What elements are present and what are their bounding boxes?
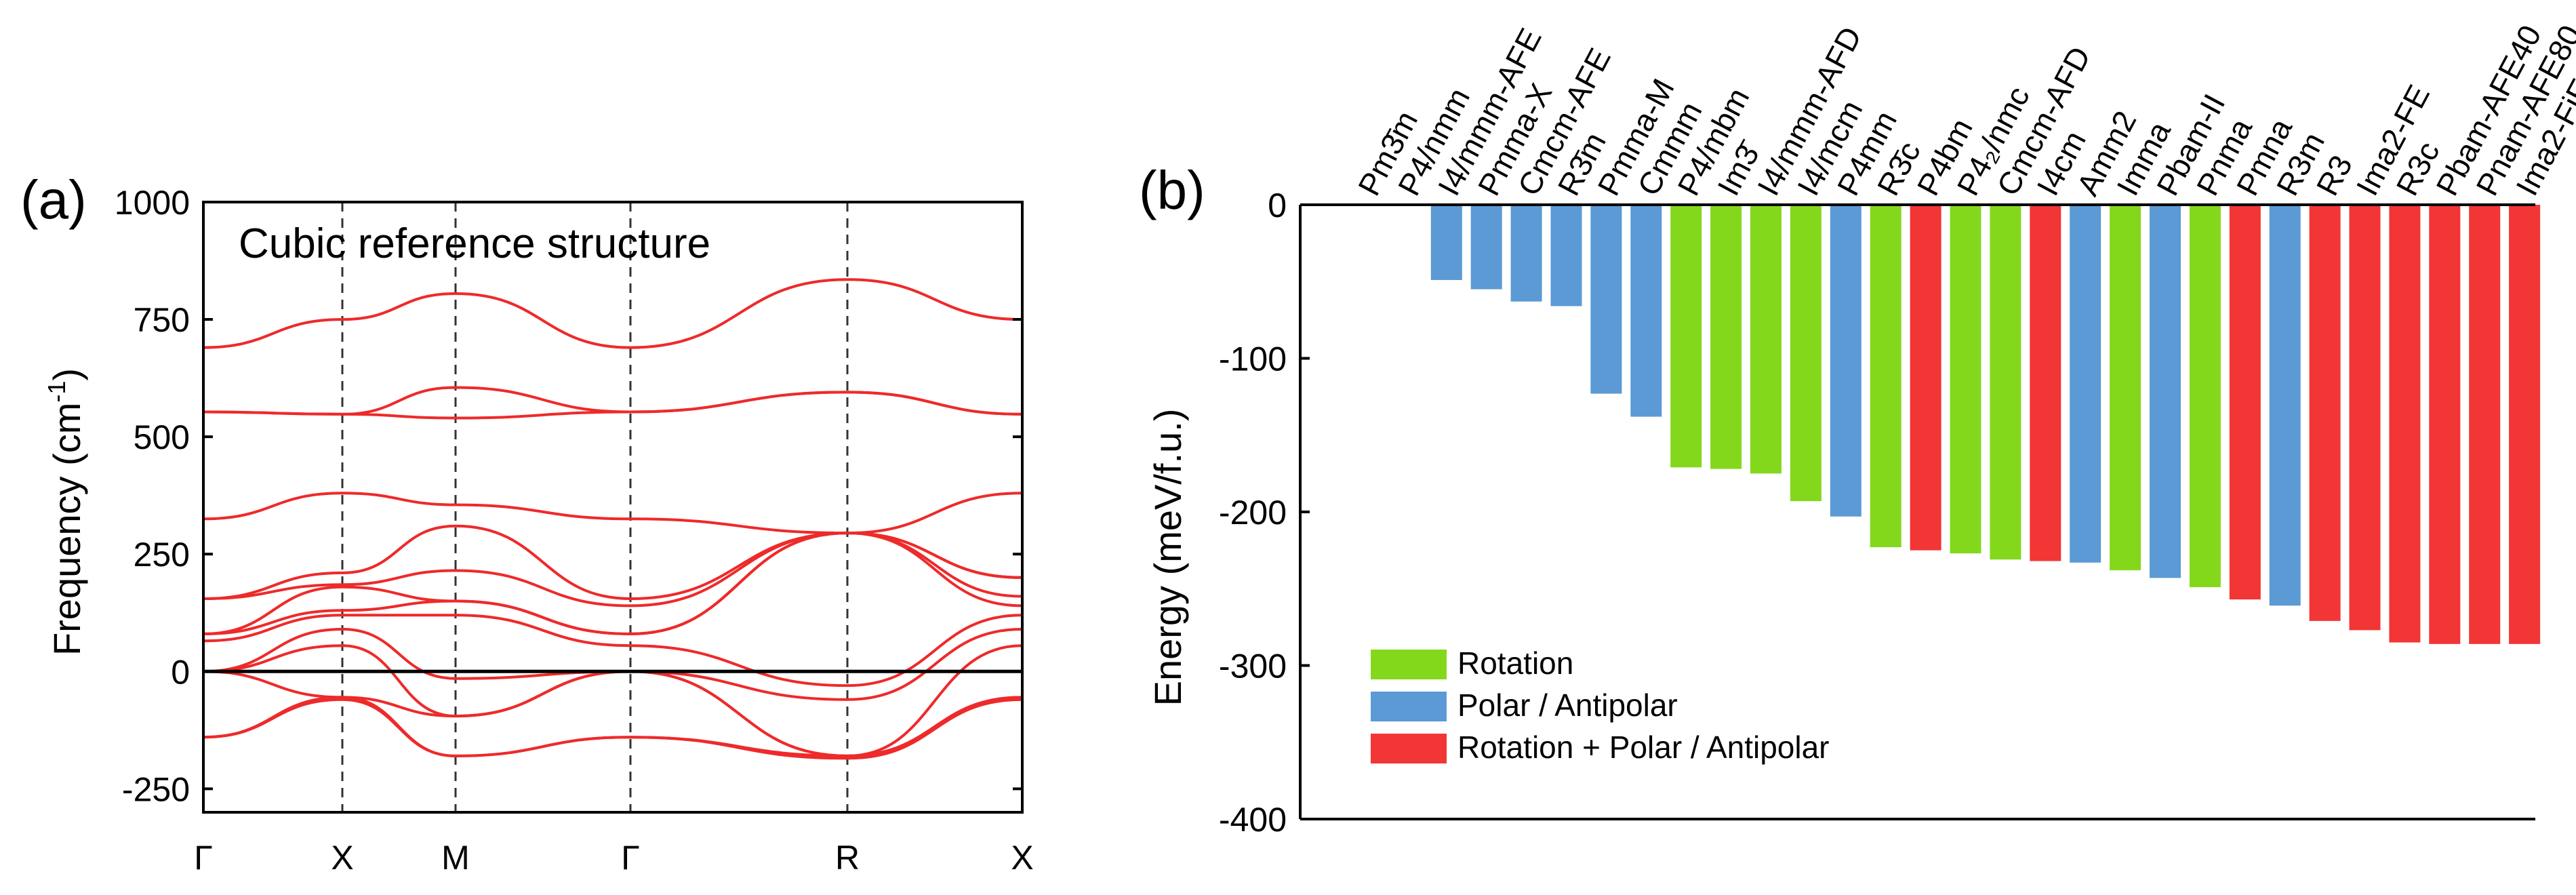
band-curve-band-13 bbox=[203, 696, 1023, 757]
panel-a-symmetry-lines bbox=[341, 202, 849, 812]
panel-a-axes bbox=[202, 201, 1024, 814]
band-curve-band-14 bbox=[203, 698, 1023, 760]
bar-5 bbox=[1550, 205, 1582, 306]
x-tick-label: Γ bbox=[621, 839, 640, 877]
panel-a-label: (a) bbox=[20, 170, 87, 230]
bar-4 bbox=[1510, 205, 1542, 302]
y-tick-label: -200 bbox=[1219, 494, 1287, 532]
panel-a-y-axis-title: Frequency (cm-1) bbox=[43, 368, 88, 656]
x-tick-label: X bbox=[331, 839, 353, 877]
a-ylabel-close: ) bbox=[45, 368, 88, 381]
panel-a-bands bbox=[203, 278, 1023, 760]
bar-2 bbox=[1430, 205, 1462, 280]
bar-6 bbox=[1590, 205, 1622, 394]
bar-12 bbox=[1830, 205, 1861, 517]
bar-14 bbox=[1910, 205, 1941, 551]
bar-28 bbox=[2469, 205, 2501, 644]
bar-26 bbox=[2389, 205, 2421, 643]
band-curve-band-4 bbox=[203, 492, 1023, 535]
x-tick-label: Γ bbox=[194, 839, 213, 877]
a-ylabel-sup: -1 bbox=[43, 381, 71, 403]
bar-8 bbox=[1670, 205, 1702, 468]
band-curve-band-12 bbox=[203, 670, 1023, 757]
a-ylabel-main: Frequency (cm bbox=[45, 403, 88, 656]
band-curve-band-1 bbox=[203, 278, 1023, 349]
panel-b-energy-bars: (b) Energy (meV/f.u.) 0-100-200-300-400 … bbox=[1139, 19, 2576, 839]
bar-19 bbox=[2110, 205, 2141, 571]
y-tick-label: 1000 bbox=[115, 184, 190, 222]
y-tick-label: 0 bbox=[1268, 186, 1287, 224]
bar-21 bbox=[2189, 205, 2221, 587]
y-tick-label: 0 bbox=[171, 653, 190, 691]
panel-b-tick-labels: 0 -100 -200 -300 -400 bbox=[1219, 186, 1287, 839]
bar-18 bbox=[2070, 205, 2101, 563]
panel-b-y-axis-title: Energy (meV/f.u.) bbox=[1146, 409, 1189, 707]
legend-swatch-0 bbox=[1371, 650, 1447, 679]
y-tick-label: -100 bbox=[1219, 340, 1287, 378]
x-tick-label: M bbox=[441, 839, 470, 877]
band-curve-band-8 bbox=[203, 532, 1023, 635]
y-tick-label: 250 bbox=[134, 536, 190, 574]
x-tick-label: X bbox=[1011, 839, 1033, 877]
legend-swatch-2 bbox=[1371, 734, 1447, 763]
bar-22 bbox=[2229, 205, 2261, 600]
bar-29 bbox=[2509, 205, 2541, 644]
panel-b-label: (b) bbox=[1139, 160, 1205, 220]
panel-a-annotation: Cubic reference structure bbox=[239, 220, 710, 267]
bar-3 bbox=[1470, 205, 1502, 290]
legend-swatch-1 bbox=[1371, 692, 1447, 721]
svg-text:Frequency (cm-1): Frequency (cm-1) bbox=[43, 368, 88, 656]
y-tick-label: 750 bbox=[134, 301, 190, 339]
panel-b-axes bbox=[1299, 203, 2535, 820]
bar-9 bbox=[1710, 205, 1742, 469]
bar-7 bbox=[1630, 205, 1662, 417]
bar-13 bbox=[1870, 205, 1901, 548]
panel-a-tick-labels: -250 0 250 500 750 1000 Γ X M Γ R X bbox=[115, 184, 1034, 877]
legend-label-2: Rotation + Polar / Antipolar bbox=[1457, 730, 1830, 765]
bar-23 bbox=[2269, 205, 2301, 606]
panel-a-band-structure: (a) Frequency (cm-1) -250 0 250 500 750 1000 Γ… bbox=[20, 170, 1034, 877]
x-tick-label: R bbox=[835, 839, 860, 877]
band-curve-band-7 bbox=[203, 532, 1023, 635]
y-tick-label: 500 bbox=[134, 418, 190, 456]
bar-17 bbox=[2030, 205, 2061, 561]
bar-27 bbox=[2429, 205, 2461, 644]
bar-25 bbox=[2349, 205, 2381, 631]
panel-b-bars bbox=[1430, 205, 2541, 644]
bar-24 bbox=[2309, 205, 2341, 621]
y-tick-label: -400 bbox=[1219, 801, 1287, 839]
panel-b-structure-labels: Pm3̄mP4/nmmI4/mmm-AFEPmma-XCmcm-AFER3̄mP… bbox=[1351, 19, 2576, 201]
bar-10 bbox=[1750, 205, 1782, 474]
legend-label-1: Polar / Antipolar bbox=[1457, 688, 1678, 723]
bar-20 bbox=[2150, 205, 2181, 578]
bar-11 bbox=[1790, 205, 1822, 502]
y-tick-label: -300 bbox=[1219, 648, 1287, 685]
bar-15 bbox=[1950, 205, 1981, 554]
panel-b-legend: Rotation Polar / Antipolar Rotation + Pola… bbox=[1371, 645, 1830, 765]
legend-label-0: Rotation bbox=[1457, 645, 1573, 681]
panel-a-frame bbox=[202, 201, 1024, 814]
band-curve-band-10 bbox=[203, 627, 1023, 701]
band-curve-band-2 bbox=[203, 386, 1023, 416]
band-curve-band-3 bbox=[203, 391, 1023, 420]
band-curve-band-9 bbox=[203, 614, 1023, 688]
y-tick-label: -250 bbox=[122, 770, 190, 808]
bar-16 bbox=[1990, 205, 2021, 560]
